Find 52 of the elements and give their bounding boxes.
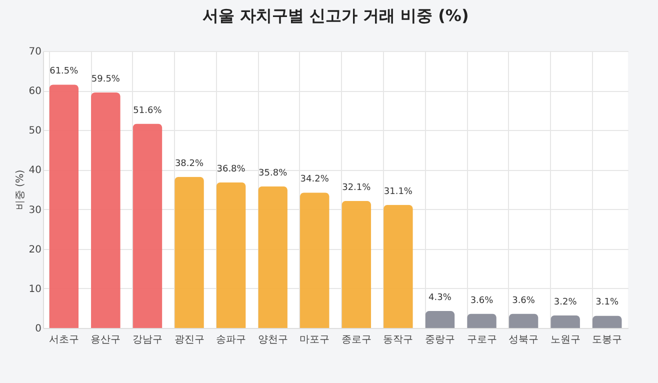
y-tick-label: 10 (28, 284, 42, 295)
x-tick-label: 광진구 (174, 334, 204, 346)
x-tick-label: 서초구 (48, 334, 79, 346)
data-label: 4.3% (428, 292, 452, 303)
data-label: 35.8% (258, 168, 288, 178)
bar (425, 310, 455, 328)
y-tick-label: 30 (28, 204, 42, 216)
data-label: 38.2% (174, 158, 204, 169)
x-tick-label: 구로구 (466, 334, 497, 346)
data-label: 3.1% (596, 298, 619, 308)
data-label: 59.5% (91, 74, 120, 85)
data-label: 51.6% (133, 106, 162, 116)
x-tick-label: 송파구 (216, 334, 246, 346)
x-tick-label: 성북구 (508, 334, 539, 346)
x-tick-label: 동작구 (383, 334, 414, 346)
data-label: 36.8% (216, 164, 246, 174)
data-label: 61.5% (50, 66, 79, 77)
data-label: 3.6% (512, 296, 536, 306)
bar (550, 315, 580, 328)
bar (258, 186, 288, 328)
bar (132, 124, 162, 328)
bar (508, 314, 538, 328)
bar (216, 182, 246, 328)
y-tick-label: 70 (28, 46, 42, 58)
bar (91, 92, 120, 328)
bar (342, 200, 372, 328)
data-label: 3.2% (554, 297, 578, 308)
data-label: 34.2% (300, 174, 330, 185)
x-tick-label: 양천구 (258, 334, 288, 346)
data-label: 3.6% (470, 296, 494, 306)
y-tick-label: 60 (28, 86, 42, 98)
bar (174, 176, 204, 328)
x-tick-label: 노원구 (550, 334, 580, 346)
data-label: 31.1% (384, 186, 413, 197)
bar (592, 316, 622, 328)
bar (384, 204, 413, 328)
data-label: 32.1% (342, 182, 372, 193)
x-tick-label: 종로구 (341, 334, 372, 346)
bar (49, 84, 79, 328)
x-tick-label: 용산구 (90, 334, 121, 346)
x-tick-label: 강남구 (132, 334, 162, 346)
y-tick-label: 50 (28, 126, 42, 137)
y-tick-label: 40 (28, 165, 42, 176)
x-tick-label: 마포구 (300, 334, 330, 346)
y-axis-title: 비중 (%) (14, 170, 26, 210)
chart-title: 서울 자치구별 신고가 거래 비중 (%) (202, 6, 469, 25)
bar (467, 314, 496, 328)
y-tick-label: 0 (35, 324, 42, 334)
x-tick-label: 중랑구 (424, 334, 455, 346)
y-tick-label: 20 (28, 244, 42, 256)
bar (300, 192, 330, 328)
x-tick-label: 도봉구 (592, 334, 622, 346)
